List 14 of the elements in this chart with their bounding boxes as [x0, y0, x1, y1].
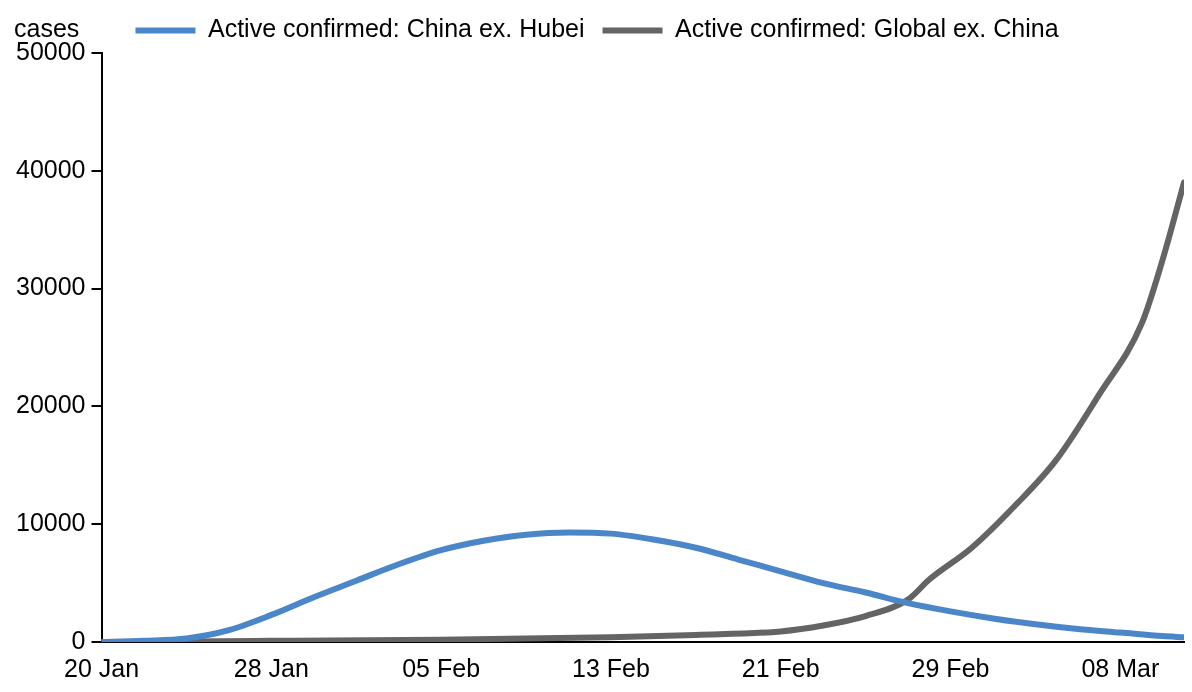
y-tick-label: 10000	[15, 508, 86, 537]
y-tick-label: 40000	[15, 154, 86, 183]
x-tick-label: 29 Feb	[911, 653, 990, 682]
y-tick-label: 30000	[15, 272, 86, 301]
x-tick-label: 13 Feb	[572, 653, 650, 682]
x-tick-label: 05 Feb	[402, 653, 481, 682]
x-tick-label: 28 Jan	[233, 653, 309, 682]
y-tick-label: 20000	[15, 390, 86, 419]
legend-label: Active confirmed: China ex. Hubei	[207, 14, 585, 43]
x-tick-label: 20 Jan	[63, 653, 140, 682]
legend-label: Active confirmed: Global ex. China	[675, 14, 1059, 43]
y-tick-label: 0	[71, 625, 86, 654]
x-tick-label: 21 Feb	[741, 653, 820, 682]
x-tick-label: 08 Mar	[1081, 653, 1160, 682]
